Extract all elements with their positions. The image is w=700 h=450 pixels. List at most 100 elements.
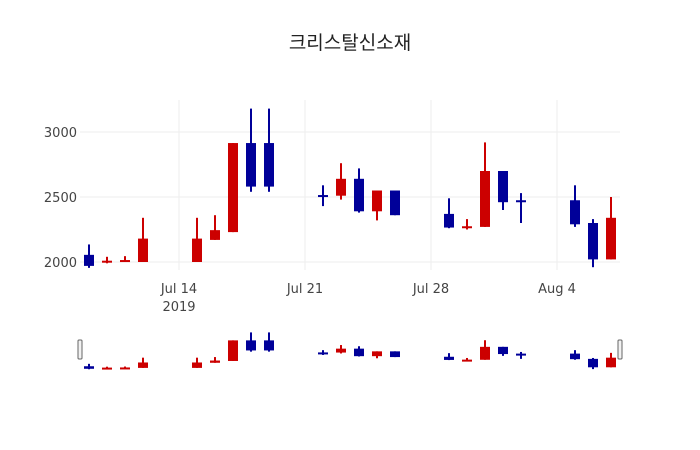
candle[interactable] [120,256,130,263]
candle[interactable] [336,345,346,354]
candle-body [570,200,580,225]
candle-body [138,362,148,368]
candle-body [228,143,238,233]
range-slider-bg [80,330,620,370]
candle[interactable] [210,215,220,240]
candle-body [264,340,274,351]
candle[interactable] [480,142,490,227]
candle[interactable] [210,357,220,363]
candle[interactable] [570,350,580,360]
candle[interactable] [390,190,400,216]
candle[interactable] [84,244,94,268]
candle-body [120,367,130,370]
candle[interactable] [480,340,490,360]
candle[interactable] [390,351,400,358]
candle-body [444,356,454,360]
candle-body [138,238,148,262]
candle-body [444,213,454,228]
candle[interactable] [84,363,94,370]
candle-body [498,171,508,203]
candle-body [264,143,274,187]
x-tick-label: Jul 28 [412,282,449,297]
candle-body [498,346,508,355]
candle-body [588,358,598,368]
candle-body [318,352,328,355]
candle-body [390,190,400,216]
candle[interactable] [372,190,382,221]
range-slider-left-handle[interactable] [77,339,83,360]
y-tick-label: 2500 [44,191,77,206]
candle[interactable] [264,332,274,352]
candle-body [588,223,598,260]
candle-body [372,351,382,357]
candle-body [210,360,220,363]
candle[interactable] [516,351,526,359]
candle[interactable] [246,332,256,352]
candle[interactable] [228,340,238,361]
x-tick-label: Jul 14 [160,282,197,297]
candle-body [192,238,202,262]
candle[interactable] [444,353,454,361]
candle-body [192,362,202,368]
candle[interactable] [606,197,616,260]
candle[interactable] [138,217,148,262]
x-tick-label: Jul 21 [286,282,323,297]
candle-body [336,348,346,353]
x-tick-label: Aug 4 [538,282,576,297]
candle-body [390,351,400,358]
candle[interactable] [498,346,508,356]
candle[interactable] [228,143,238,233]
candle[interactable] [336,163,346,200]
candle-body [102,260,112,263]
x-tick-year-label: 2019 [162,300,195,315]
candle-body [210,230,220,240]
candle-body [462,226,472,229]
candle-body [246,340,256,351]
candle[interactable] [318,185,328,207]
candle-body [354,348,364,357]
candle[interactable] [318,350,328,355]
candle-body [84,254,94,266]
candle-body [480,346,490,360]
candle-body [246,143,256,187]
candle[interactable] [444,198,454,229]
candle[interactable] [102,366,112,370]
y-tick-label: 3000 [44,126,77,141]
candle-body [462,359,472,362]
candle-body [516,200,526,203]
candle[interactable] [498,171,508,210]
candle-body [318,195,328,198]
candle[interactable] [462,219,472,230]
candle-body [228,340,238,361]
candle-body [606,217,616,260]
candle-body [570,353,580,360]
candle[interactable] [264,108,274,192]
candle[interactable] [354,346,364,357]
candle-body [336,178,346,196]
candle[interactable] [192,357,202,368]
candle-body [516,353,526,356]
candle-body [120,260,130,263]
candle[interactable] [138,357,148,368]
range-slider-right-handle[interactable] [617,339,623,360]
candle[interactable] [246,108,256,192]
candle-body [84,366,94,369]
candle[interactable] [354,168,364,213]
candle[interactable] [606,352,616,368]
candle-body [480,171,490,227]
candle-body [354,178,364,212]
candle[interactable] [120,366,130,370]
candle[interactable] [102,256,112,264]
candle[interactable] [516,193,526,223]
candle[interactable] [372,351,382,359]
candle[interactable] [570,185,580,227]
range-slider[interactable] [77,330,623,370]
candle[interactable] [588,357,598,370]
candle[interactable] [588,219,598,268]
candle[interactable] [462,357,472,362]
chart-title: 크리스탈신소재 [288,32,412,54]
candle-body [372,190,382,212]
candle[interactable] [192,217,202,262]
